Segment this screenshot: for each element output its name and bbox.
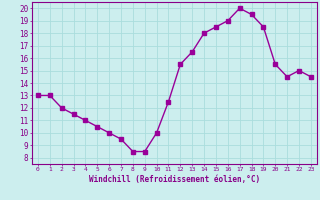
X-axis label: Windchill (Refroidissement éolien,°C): Windchill (Refroidissement éolien,°C) (89, 175, 260, 184)
